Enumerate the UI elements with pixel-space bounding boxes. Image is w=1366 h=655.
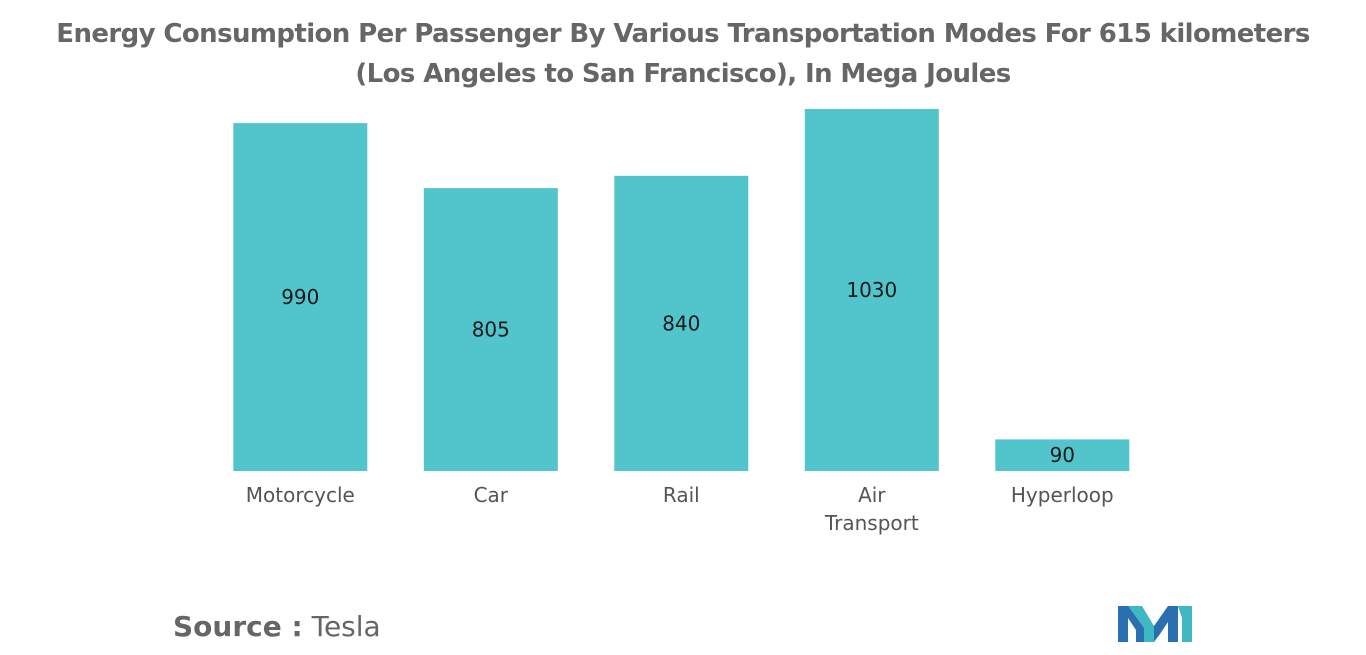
bar-2 (614, 175, 749, 472)
data-label-2: 840 (662, 311, 700, 335)
bar-chart: 990 Motorcycle 805 Car 840 Rail 1030 Air Transpo… (233, 109, 1130, 535)
source-caption: Source : Tesla (173, 607, 381, 647)
x-tick-label-2: Rail (663, 483, 700, 507)
data-label-3: 1030 (846, 278, 897, 302)
bar-4 (995, 439, 1130, 471)
x-tick-label-0: Motorcycle (246, 483, 355, 507)
bar-1 (423, 188, 558, 471)
mordor-intelligence-logo-icon (1118, 606, 1192, 642)
x-tick-label-4: Hyperloop (1011, 483, 1114, 507)
source-label: Source : (173, 610, 303, 643)
bar-3 (804, 109, 939, 471)
data-label-0: 990 (281, 285, 319, 309)
source-value: Tesla (311, 610, 381, 643)
data-label-4: 90 (1050, 443, 1075, 467)
chart-title-line-1: Energy Consumption Per Passenger By Vari… (56, 19, 1310, 49)
x-tick-label-3-line-0: Air (858, 483, 886, 507)
data-label-1: 805 (472, 318, 510, 342)
chart-title: Energy Consumption Per Passenger By Vari… (0, 14, 1366, 94)
bar-0 (233, 123, 368, 471)
x-tick-label-3-line-1: Transport (824, 511, 919, 535)
x-tick-label-1: Car (474, 483, 509, 507)
chart-title-line-2: (Los Angeles to San Francisco), In Mega … (355, 59, 1011, 89)
